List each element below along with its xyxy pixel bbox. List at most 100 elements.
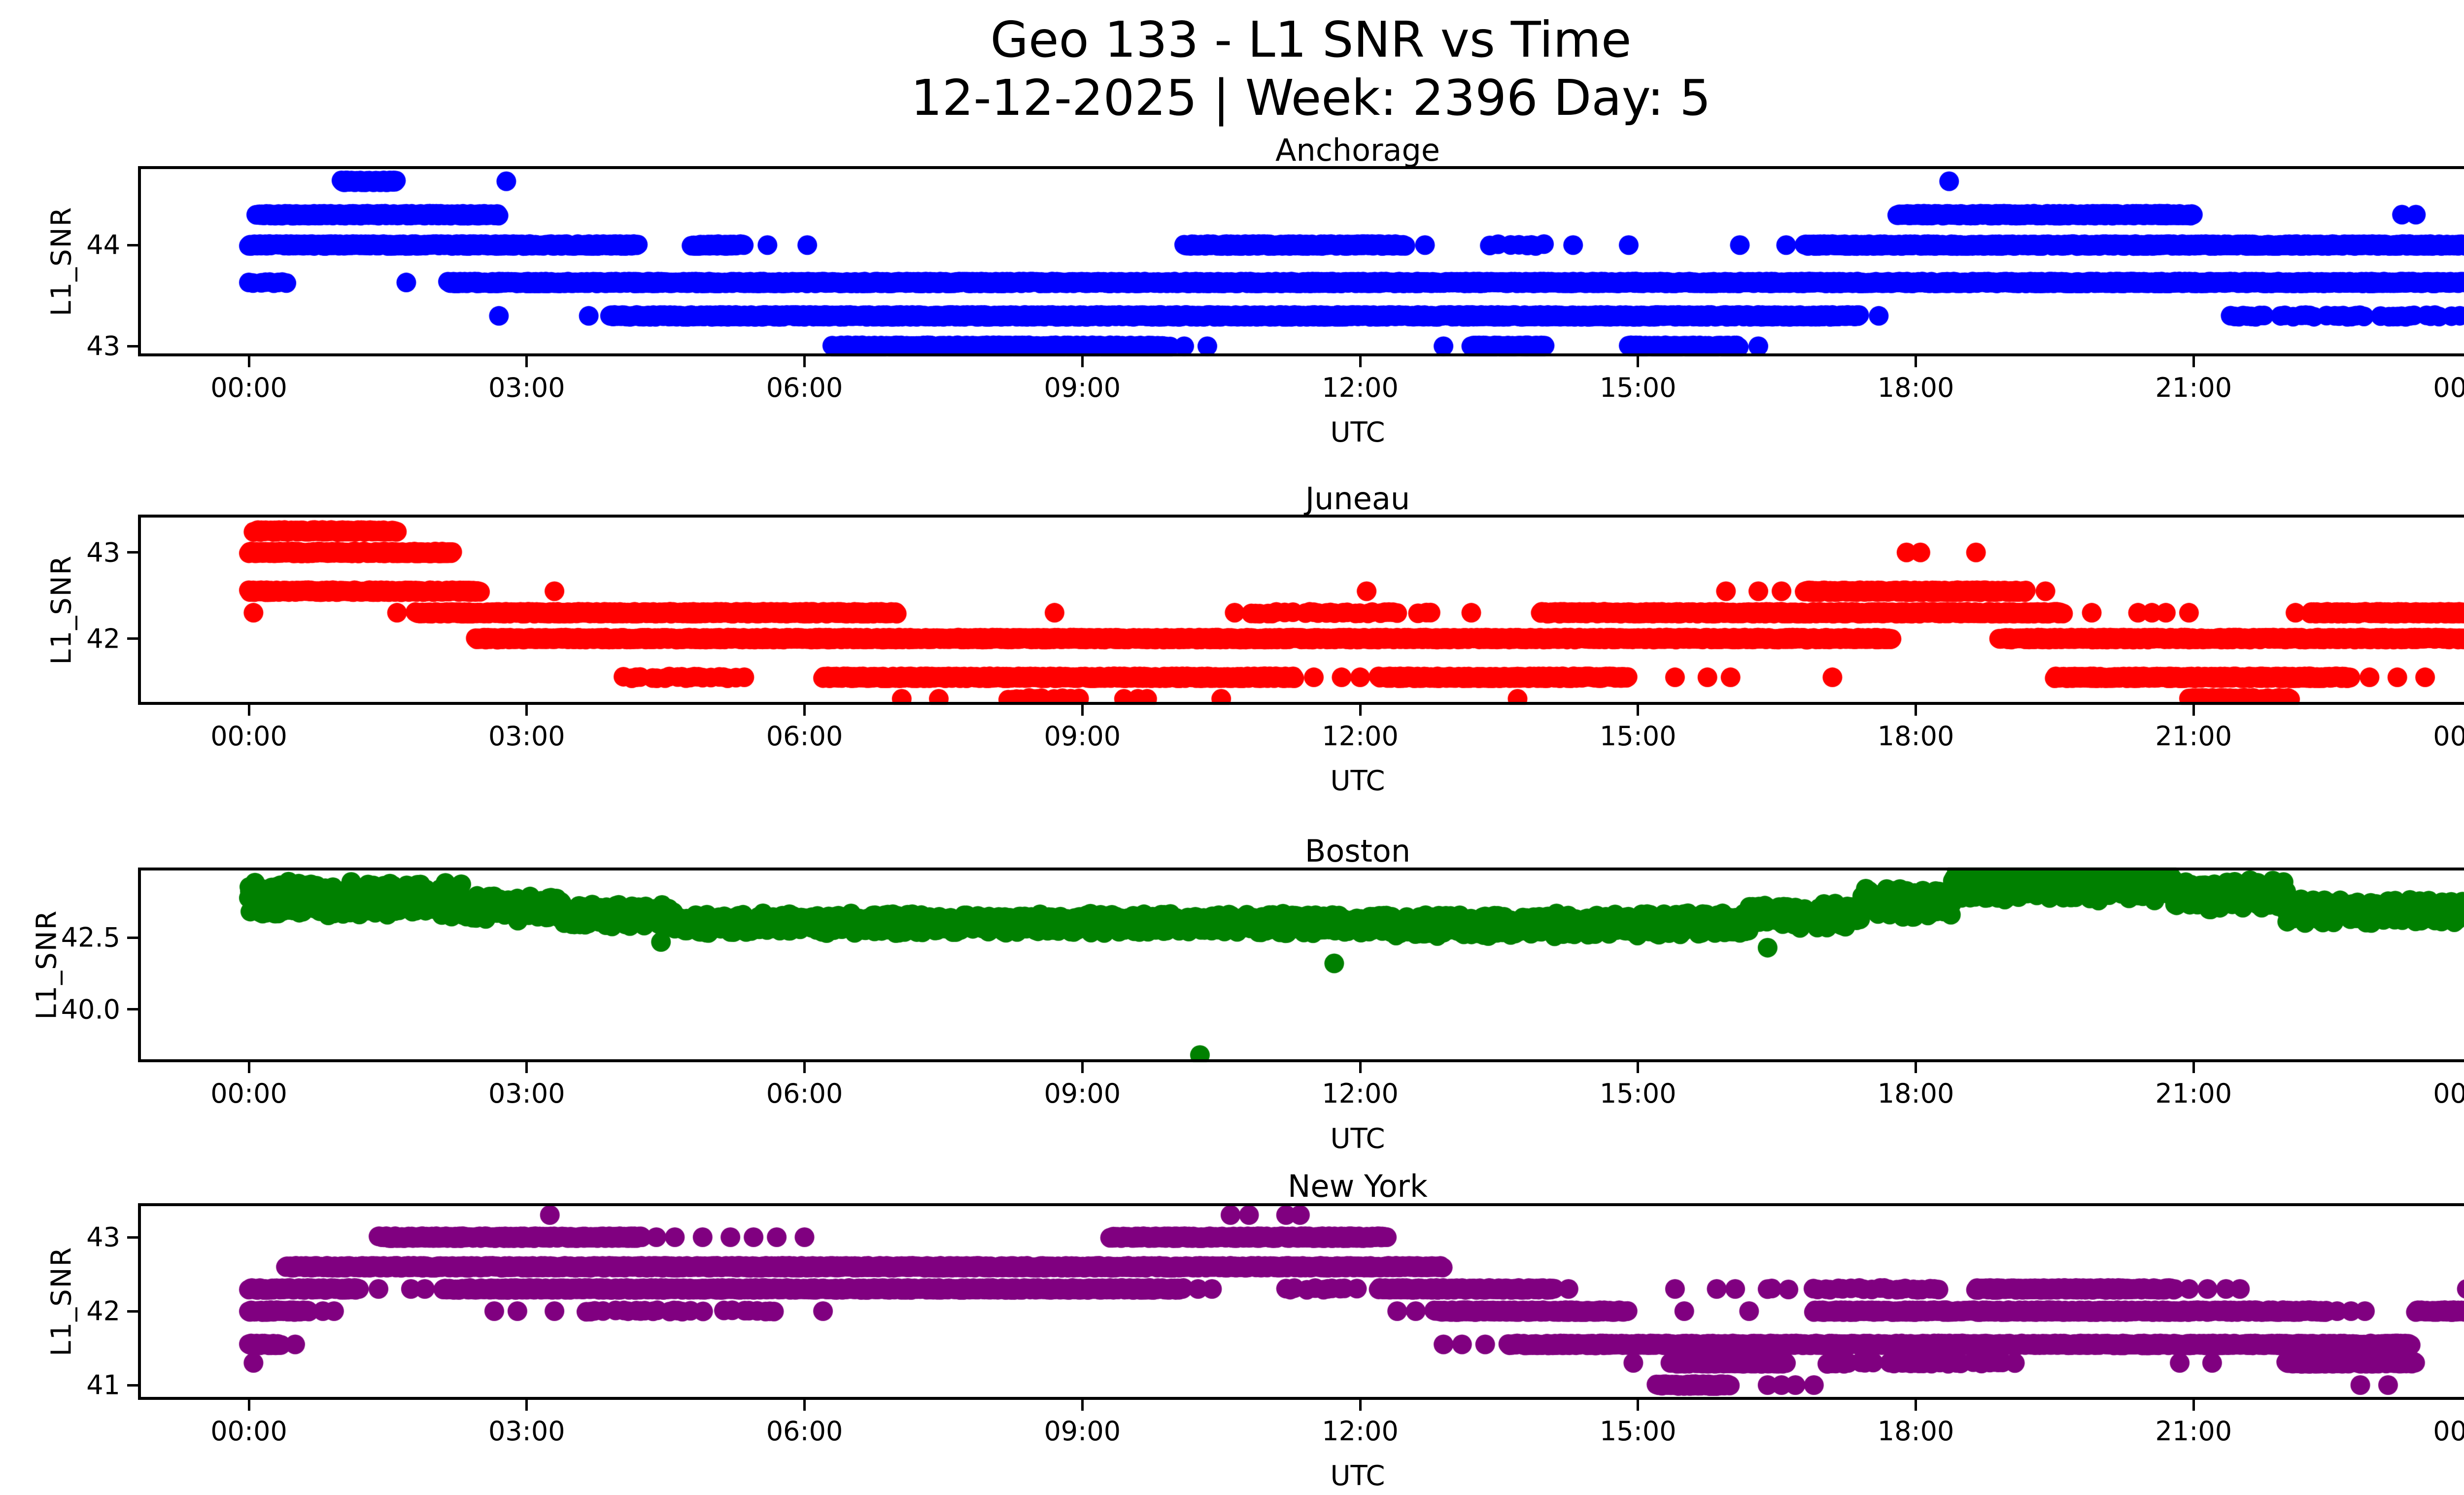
x-tick-label: 15:00 [1599,372,1677,403]
x-tick-mark [1915,705,1917,716]
x-tick-label: 06:00 [766,721,843,752]
x-tick-mark [525,1062,528,1073]
y-tick-label: 41 [86,1369,120,1401]
x-tick-mark [2192,705,2195,716]
x-tick-mark [1359,705,1362,716]
y-tick-label: 42 [86,623,120,654]
x-tick-label: 12:00 [1322,1078,1399,1109]
x-tick-label: 03:00 [488,1416,565,1447]
x-tick-mark [1359,1400,1362,1411]
axes-new-york [138,1203,2464,1400]
y-tick-label: 43 [86,330,120,362]
x-tick-mark [1637,1062,1640,1073]
x-tick-label: 15:00 [1599,1416,1677,1447]
subplot-title-boston: Boston [1304,833,1411,869]
x-tick-mark [1081,1400,1084,1411]
y-tick-mark [127,1384,138,1387]
x-tick-label: 06:00 [766,1416,843,1447]
x-tick-mark [803,1400,806,1411]
x-tick-mark [525,356,528,367]
axes-anchorage [138,166,2464,356]
x-tick-mark [1081,705,1084,716]
x-tick-label: 06:00 [766,1078,843,1109]
x-tick-mark [1359,356,1362,367]
subplot-title-juneau: Juneau [1305,481,1410,517]
x-tick-label: 18:00 [1877,1416,1954,1447]
subplot-title-new-york: New York [1288,1168,1428,1204]
x-tick-mark [1359,1062,1362,1073]
y-tick-label: 40.0 [61,994,120,1025]
x-tick-label: 09:00 [1044,721,1121,752]
y-tick-mark [127,1008,138,1011]
y-tick-mark [127,1310,138,1313]
x-tick-mark [2192,1400,2195,1411]
x-tick-mark [2192,356,2195,367]
x-tick-mark [2192,1062,2195,1073]
y-tick-label: 42.5 [61,922,120,953]
x-tick-mark [1915,356,1917,367]
x-tick-label: 12:00 [1322,1416,1399,1447]
axes-boston [138,868,2464,1062]
x-tick-label: 00:00 [2433,1078,2464,1109]
x-axis-label-juneau: UTC [1330,765,1385,797]
x-tick-mark [247,1400,250,1411]
x-tick-label: 06:00 [766,372,843,403]
x-tick-mark [1915,1062,1917,1073]
x-tick-label: 18:00 [1877,372,1954,403]
x-tick-mark [1081,1062,1084,1073]
y-axis-label-anchorage: L1_SNR [45,206,78,316]
subplot-title-anchorage: Anchorage [1275,132,1440,168]
x-tick-label: 00:00 [210,372,287,403]
x-tick-label: 00:00 [2433,1416,2464,1447]
y-tick-label: 42 [86,1295,120,1327]
x-axis-label-new-york: UTC [1330,1460,1385,1492]
x-tick-mark [1637,356,1640,367]
x-tick-label: 18:00 [1877,1078,1954,1109]
y-tick-mark [127,936,138,939]
x-tick-label: 00:00 [210,721,287,752]
x-tick-mark [803,705,806,716]
y-tick-mark [127,243,138,246]
x-tick-label: 15:00 [1599,721,1677,752]
x-tick-label: 03:00 [488,372,565,403]
x-tick-label: 21:00 [2155,372,2232,403]
figure-title-line1: Geo 133 - L1 SNR vs Time [990,11,1632,69]
x-tick-label: 09:00 [1044,372,1121,403]
x-tick-mark [247,1062,250,1073]
x-axis-label-boston: UTC [1330,1123,1385,1155]
y-tick-label: 43 [86,1221,120,1253]
y-axis-label-juneau: L1_SNR [45,555,78,665]
x-axis-label-anchorage: UTC [1330,417,1385,449]
x-tick-label: 12:00 [1322,372,1399,403]
x-tick-label: 09:00 [1044,1416,1121,1447]
x-tick-label: 00:00 [2433,721,2464,752]
x-tick-mark [247,356,250,367]
x-tick-label: 21:00 [2155,1078,2232,1109]
x-tick-mark [247,705,250,716]
y-tick-mark [127,345,138,348]
x-tick-mark [525,1400,528,1411]
y-axis-label-boston: L1_SNR [31,909,63,1020]
x-tick-label: 03:00 [488,1078,565,1109]
axes-juneau [138,515,2464,705]
y-tick-label: 44 [86,229,120,261]
y-axis-label-new-york: L1_SNR [45,1246,78,1356]
x-tick-label: 00:00 [2433,372,2464,403]
y-tick-mark [127,1236,138,1239]
x-tick-mark [1637,1400,1640,1411]
x-tick-label: 00:00 [210,1078,287,1109]
y-tick-mark [127,551,138,554]
x-tick-mark [1637,705,1640,716]
x-tick-label: 21:00 [2155,1416,2232,1447]
x-tick-label: 21:00 [2155,721,2232,752]
figure-title-line2: 12-12-2025 | Week: 2396 Day: 5 [911,69,1711,127]
x-tick-label: 15:00 [1599,1078,1677,1109]
x-tick-mark [803,356,806,367]
x-tick-label: 09:00 [1044,1078,1121,1109]
x-tick-mark [525,705,528,716]
x-tick-label: 18:00 [1877,721,1954,752]
y-tick-label: 43 [86,537,120,568]
x-tick-label: 00:00 [210,1416,287,1447]
